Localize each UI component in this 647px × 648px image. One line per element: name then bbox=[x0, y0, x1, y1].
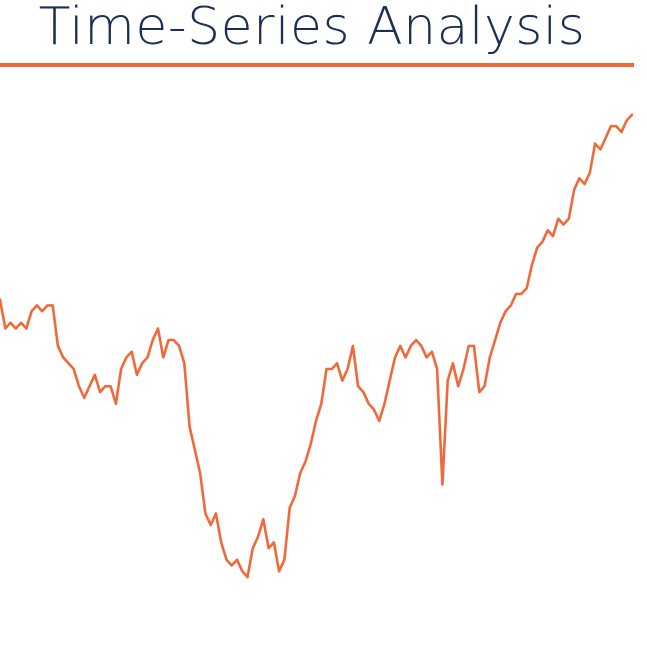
series-line-0 bbox=[0, 115, 632, 577]
series-layer bbox=[0, 114, 633, 578]
